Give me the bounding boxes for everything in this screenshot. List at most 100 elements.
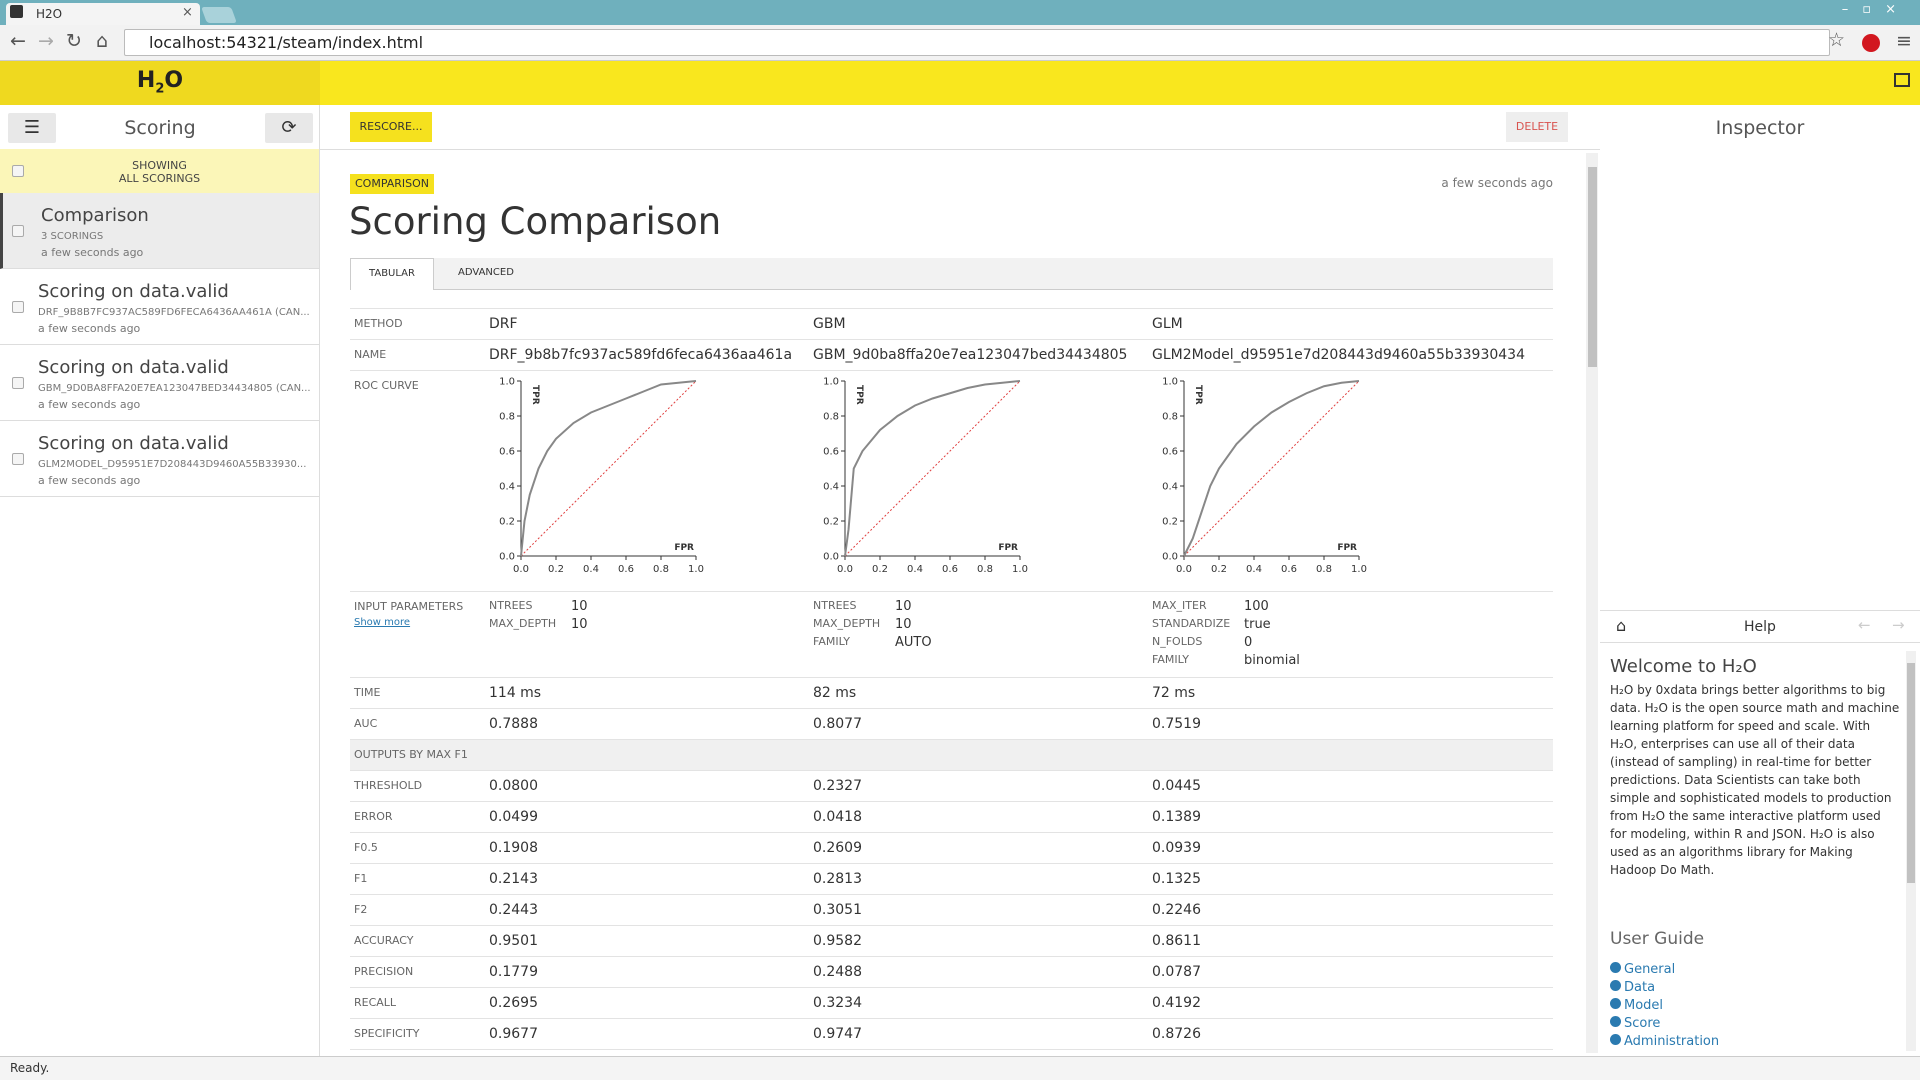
page-title: Scoring Comparison bbox=[349, 200, 722, 243]
guide-link[interactable]: Data bbox=[1610, 979, 1719, 997]
forward-button[interactable]: → bbox=[38, 30, 54, 52]
row-label-text: PRECISION bbox=[354, 965, 414, 978]
cell: 72 ms bbox=[1152, 677, 1553, 709]
back-button[interactable]: ← bbox=[10, 30, 26, 52]
tab-icon bbox=[10, 5, 23, 18]
roc-chart: 0.00.0 0.2 0.2 0.4 0.4 0.6 0.6 0.8 0.8 1.0 1.0 TPR F… bbox=[1162, 377, 1367, 576]
inspector-title: Inspector bbox=[1715, 117, 1805, 139]
cell: 0.8611 bbox=[1152, 925, 1553, 957]
checkbox[interactable] bbox=[12, 165, 24, 177]
cell: 0.8077 bbox=[813, 708, 1152, 740]
row-label-text: ROC CURVE bbox=[354, 379, 419, 392]
row-label-text: METHOD bbox=[354, 317, 403, 330]
refresh-button[interactable]: ⟳ bbox=[265, 113, 313, 143]
guide-link[interactable]: Score bbox=[1610, 1015, 1719, 1033]
reload-button[interactable]: ↻ bbox=[66, 30, 82, 52]
help-back[interactable]: ← bbox=[1858, 616, 1871, 634]
roc-curve bbox=[844, 380, 1021, 557]
window-controls[interactable]: –▫× bbox=[1841, 2, 1910, 17]
cell: 0.0499 bbox=[489, 801, 813, 833]
logo-h: H bbox=[136, 68, 156, 93]
y-tick-label: 0.8 bbox=[1162, 412, 1178, 423]
menu-button[interactable]: ≡ bbox=[1896, 30, 1912, 52]
filter-row[interactable]: SHOWING ALL SCORINGS bbox=[0, 149, 319, 193]
delete-button[interactable]: DELETE bbox=[1506, 112, 1568, 142]
row-label: F0.5 bbox=[350, 832, 489, 864]
cell: 0.1389 bbox=[1152, 801, 1553, 833]
guide-link[interactable]: General bbox=[1610, 961, 1719, 979]
tab-close[interactable]: × bbox=[182, 5, 193, 20]
url: localhost:54321/steam/index.html bbox=[149, 33, 424, 52]
row-label: AUC bbox=[350, 708, 489, 740]
y-tick-label: 0.6 bbox=[499, 447, 515, 458]
x-axis-label: FPR bbox=[1337, 543, 1357, 553]
help-scroll-thumb[interactable] bbox=[1907, 663, 1915, 883]
opera-icon[interactable] bbox=[1862, 34, 1880, 52]
checkbox[interactable] bbox=[12, 225, 24, 237]
param-value: AUTO bbox=[895, 635, 932, 650]
x-tick-label: 1.0 bbox=[1012, 564, 1028, 575]
param-name: STANDARDIZE bbox=[1152, 617, 1231, 630]
y-tick-label: 0.4 bbox=[499, 482, 515, 493]
bookmark-star[interactable]: ☆ bbox=[1828, 29, 1846, 51]
scoring-item[interactable]: Comparison 3 SCORINGS a few seconds ago bbox=[0, 193, 319, 269]
param-row: FAMILY AUTO bbox=[813, 635, 932, 653]
help-title: Help bbox=[1744, 619, 1776, 635]
row-label: F1 bbox=[350, 863, 489, 895]
checkbox[interactable] bbox=[12, 301, 24, 313]
checkbox[interactable] bbox=[12, 377, 24, 389]
browser-tab[interactable]: H2O bbox=[6, 3, 200, 25]
menu-button[interactable]: ☰ bbox=[8, 113, 56, 143]
row-label: THRESHOLD bbox=[350, 770, 489, 802]
cell: 0.2327 bbox=[813, 770, 1152, 802]
param-row: NTREES 10 bbox=[813, 599, 932, 617]
table-row: ACCURACY 0.9501 0.9582 0.8611 bbox=[350, 925, 1553, 957]
scoring-item[interactable]: Scoring on data.valid GBM_9D0BA8FFA20E7EA… bbox=[0, 345, 319, 421]
param-value: 0 bbox=[1244, 635, 1253, 650]
row-label-text: RECALL bbox=[354, 996, 397, 1009]
scoring-item[interactable]: Scoring on data.valid GLM2MODEL_D95951E7D… bbox=[0, 421, 319, 497]
cell: 0.3051 bbox=[813, 894, 1152, 926]
param-value: binomial bbox=[1244, 653, 1300, 668]
item-subtitle: DRF_9B8B7FC937AC589FD6FECA6436AA461A (CA… bbox=[38, 307, 310, 318]
scoring-item[interactable]: Scoring on data.valid DRF_9B8B7FC937AC589… bbox=[0, 269, 319, 345]
cell: 82 ms bbox=[813, 677, 1152, 709]
help-forward[interactable]: → bbox=[1892, 616, 1905, 634]
scrollbar[interactable] bbox=[1586, 153, 1598, 1053]
home-icon[interactable]: ⌂ bbox=[1616, 616, 1627, 635]
tab-advanced[interactable]: ADVANCED bbox=[458, 267, 514, 278]
x-tick-label: 0.0 bbox=[837, 564, 853, 575]
param-row: NTREES 10 bbox=[489, 599, 588, 617]
y-tick-label: 1.0 bbox=[499, 377, 515, 388]
scrollbar-thumb[interactable] bbox=[1588, 167, 1597, 367]
tab-tabular[interactable]: TABULAR bbox=[350, 258, 434, 290]
rescore-button[interactable]: RESCORE... bbox=[350, 112, 432, 142]
cell: 0.4192 bbox=[1152, 987, 1553, 1019]
param-value: 100 bbox=[1244, 599, 1269, 614]
cell: 0.8726 bbox=[1152, 1018, 1553, 1050]
panel-toggle[interactable] bbox=[1894, 73, 1910, 87]
guide-link[interactable]: Model bbox=[1610, 997, 1719, 1015]
help-icon bbox=[1610, 980, 1621, 991]
roc-cell: 0.0 0.0 0.2 0.2 0.4 0.4 0.6 0.6 0.8 0.8 1.0 1.0 TPR F… bbox=[813, 370, 1152, 592]
params: NTREES 10 MAX_DEPTH 10 FAMILY AUTO bbox=[813, 599, 932, 653]
checkbox[interactable] bbox=[12, 453, 24, 465]
logo[interactable]: H2O bbox=[0, 61, 320, 105]
item-title: Scoring on data.valid bbox=[38, 281, 229, 302]
guide-link[interactable]: Administration bbox=[1610, 1033, 1719, 1051]
url-field[interactable]: localhost:54321/steam/index.html bbox=[124, 29, 1830, 56]
new-tab[interactable] bbox=[201, 7, 237, 23]
item-subtitle: 3 SCORINGS bbox=[41, 231, 104, 242]
params: MAX_ITER 100 STANDARDIZE true N_FOLDS 0 FAMILY… bbox=[1152, 599, 1300, 671]
guide-title: User Guide bbox=[1610, 929, 1705, 949]
y-tick-label: 0.8 bbox=[499, 412, 515, 423]
params-cell: NTREES 10 MAX_DEPTH 10 FAMILY AUTO bbox=[813, 591, 1152, 678]
home-button[interactable]: ⌂ bbox=[96, 30, 109, 52]
cell: 0.0939 bbox=[1152, 832, 1553, 864]
param-row: MAX_DEPTH 10 bbox=[813, 617, 932, 635]
x-tick-label: 0.4 bbox=[1246, 564, 1262, 575]
param-name: FAMILY bbox=[813, 635, 850, 648]
show-more-link[interactable]: Show more bbox=[354, 617, 411, 628]
item-time: a few seconds ago bbox=[41, 246, 144, 259]
